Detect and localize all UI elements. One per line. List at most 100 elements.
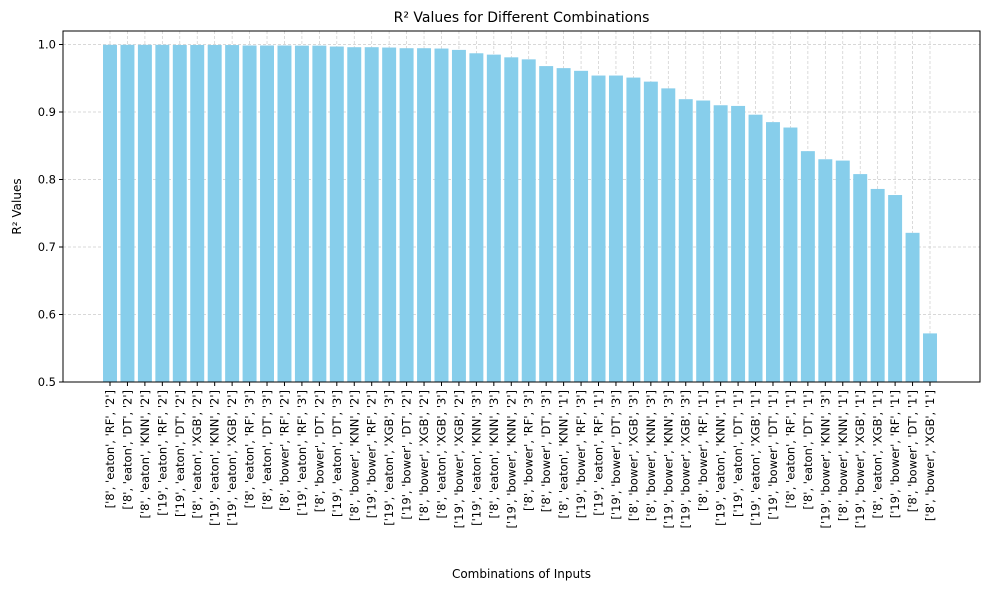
- bar: [853, 174, 868, 382]
- x-tick-label: ['19', 'eaton', 'RF', '3']: [295, 390, 309, 516]
- bar: [574, 70, 589, 382]
- x-tick-label: ['8', 'eaton', 'KNN', '3']: [487, 390, 501, 519]
- x-tick-label: ['8', 'eaton', 'XGB', '3']: [434, 390, 448, 518]
- x-tick-label: ['8', 'eaton', 'RF', '2']: [103, 390, 117, 508]
- y-tick-label: 0.9: [38, 105, 56, 119]
- bar: [905, 232, 920, 382]
- bar: [835, 160, 850, 382]
- x-tick-label: ['19', 'eaton', 'DT', '2']: [173, 390, 187, 517]
- y-tick-label: 1.0: [38, 38, 56, 52]
- bar: [748, 114, 763, 382]
- bar: [766, 122, 780, 382]
- y-tick-label: 0.6: [38, 308, 56, 322]
- bars-layer: [103, 44, 937, 383]
- bar: [172, 44, 187, 382]
- x-tick-label: ['19', 'eaton', 'DT', '1']: [731, 390, 745, 517]
- bar: [399, 48, 414, 383]
- x-tick-label: ['8', 'bower', 'RF', '2']: [277, 390, 291, 511]
- x-tick-label: ['8', 'bower', 'DT', '3']: [539, 390, 553, 512]
- x-tick-label: ['8', 'bower', 'KNN', '2']: [347, 390, 361, 521]
- x-tick-label: ['8', 'eaton', 'KNN', '2']: [138, 390, 152, 519]
- x-tick-label: ['19', 'eaton', 'KNN', '1']: [714, 390, 728, 526]
- bar: [800, 151, 815, 382]
- bar: [382, 47, 397, 382]
- x-tick-label: ['8', 'bower', 'DT', '1']: [906, 390, 920, 512]
- bar: [870, 188, 885, 382]
- y-tick-label: 0.5: [38, 375, 56, 389]
- plot-frame: [62, 30, 981, 383]
- x-tick-label: ['19', 'eaton', 'XGB', '2']: [225, 390, 239, 526]
- bar: [696, 100, 711, 383]
- x-tick-label: ['8', 'bower', 'KNN', '1']: [836, 390, 850, 521]
- bar: [260, 45, 274, 382]
- bar: [608, 75, 623, 383]
- bar: [347, 47, 362, 382]
- bar: [713, 105, 728, 382]
- x-tick-label: ['8', 'eaton', 'XGB', '1']: [871, 390, 885, 518]
- x-tick-label: ['19', 'bower', 'RF', '2']: [365, 390, 379, 518]
- bar: [277, 45, 292, 382]
- bar: [137, 44, 152, 383]
- bar: [329, 46, 344, 383]
- bar: [626, 77, 641, 382]
- bar: [783, 127, 798, 383]
- bar: [556, 68, 571, 382]
- x-tick-label: ['19', 'bower', 'RF', '1']: [888, 390, 902, 518]
- bar: [731, 105, 746, 383]
- x-tick-label: ['8', 'eaton', 'DT', '2']: [120, 390, 134, 510]
- bar: [434, 48, 449, 383]
- x-tick-label: ['8', 'eaton', 'RF', '3']: [243, 390, 257, 508]
- bar: [539, 66, 554, 382]
- bar: [242, 45, 257, 382]
- x-tick-label: ['19', 'bower', 'DT', '1']: [766, 390, 780, 520]
- x-tick-label: ['19', 'bower', 'XGB', '1']: [853, 390, 867, 528]
- y-axis-ticks: 0.5 0.6 0.7 0.8 0.9 1.0: [38, 38, 63, 389]
- x-tick-label: ['8', 'eaton', 'RF', '1']: [783, 390, 797, 508]
- x-tick-label: ['19', 'eaton', 'DT', '3']: [330, 390, 344, 517]
- chart-title: R² Values for Different Combinations: [394, 10, 650, 26]
- x-tick-label: ['19', 'bower', 'DT', '2']: [400, 390, 414, 520]
- x-tick-label: ['19', 'eaton', 'KNN', '3']: [469, 390, 483, 526]
- x-tick-label: ['8', 'bower', 'XGB', '3']: [626, 390, 640, 521]
- bar: [103, 44, 117, 383]
- bar: [643, 81, 658, 382]
- x-tick-label: ['19', 'eaton', 'RF', '1']: [592, 390, 606, 516]
- x-tick-label: ['19', 'bower', 'KNN', '3']: [661, 390, 675, 528]
- bar: [486, 54, 501, 382]
- x-tick-label: ['19', 'eaton', 'XGB', '1']: [749, 390, 763, 526]
- y-tick-label: 0.7: [38, 240, 56, 254]
- bar: [225, 45, 240, 382]
- x-axis-label: Combinations of Inputs: [452, 567, 591, 581]
- x-tick-label: ['8', 'bower', 'DT', '2']: [312, 390, 326, 512]
- bar: [504, 57, 519, 382]
- x-tick-label: ['8', 'bower', 'RF', '3']: [522, 390, 536, 511]
- y-tick-label: 0.8: [38, 173, 56, 187]
- x-tick-label: ['19', 'bower', 'DT', '3']: [609, 390, 623, 520]
- bar: [155, 44, 170, 383]
- x-tick-label: ['8', 'eaton', 'DT', '3']: [260, 390, 274, 510]
- bar: [888, 195, 903, 382]
- x-tick-label: ['19', 'bower', 'KNN', '2']: [504, 390, 518, 528]
- bar: [190, 44, 205, 382]
- x-tick-label: ['19', 'eaton', 'KNN', '2']: [208, 390, 222, 526]
- x-tick-label: ['19', 'bower', 'KNN', '3']: [818, 390, 832, 528]
- bar: [364, 47, 379, 382]
- bar: [417, 48, 432, 383]
- bar: [923, 333, 937, 382]
- x-tick-label: ['8', 'eaton', 'DT', '1']: [801, 390, 815, 510]
- bar: [451, 49, 466, 383]
- bar: [469, 53, 484, 383]
- x-tick-label: ['8', 'bower', 'XGB', '1']: [923, 390, 937, 521]
- x-tick-label: ['8', 'bower', 'RF', '1']: [696, 390, 710, 511]
- x-tick-label: ['19', 'eaton', 'RF', '2']: [155, 390, 169, 516]
- x-axis-ticks: ['8', 'eaton', 'RF', '2'] ['8', 'eaton', …: [103, 382, 937, 528]
- bar: [312, 45, 327, 383]
- y-axis-label: R² Values: [10, 178, 24, 234]
- bar: [591, 75, 606, 383]
- x-tick-label: ['8', 'bower', 'XGB', '2']: [417, 390, 431, 521]
- x-tick-label: ['19', 'bower', 'XGB', '3']: [679, 390, 693, 528]
- bar: [294, 45, 309, 383]
- bar: [661, 88, 676, 382]
